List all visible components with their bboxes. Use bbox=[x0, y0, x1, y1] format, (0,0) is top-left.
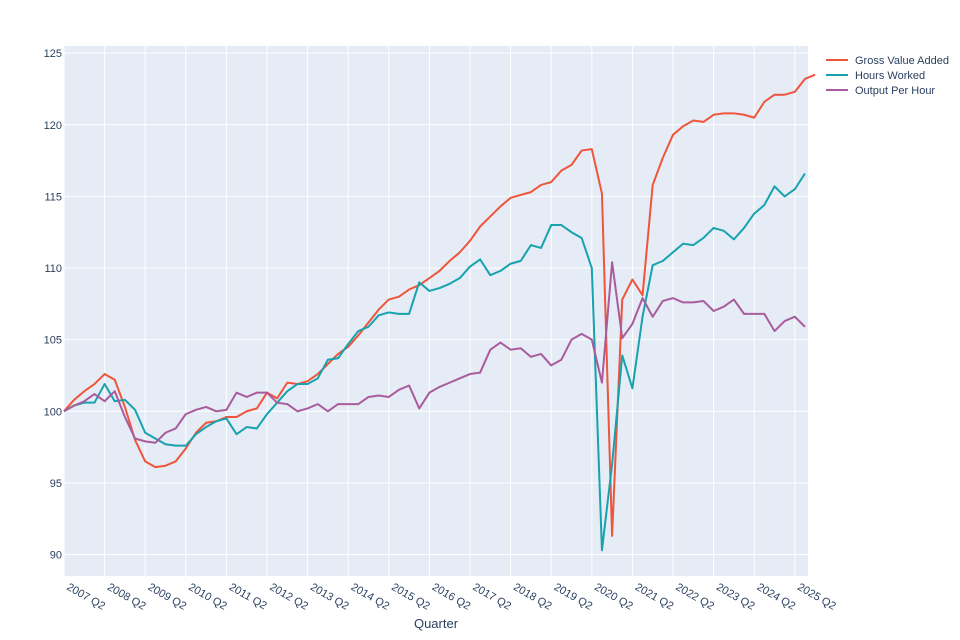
x-tick-label: 2008 Q2 bbox=[105, 581, 148, 612]
x-tick-label: 2011 Q2 bbox=[227, 581, 269, 612]
x-tick-label: 2010 Q2 bbox=[186, 581, 229, 612]
series-layer bbox=[63, 73, 816, 552]
y-axis: 90 95 100 105 110 115 120 125 bbox=[44, 48, 62, 561]
x-tick-label: 2025 Q2 bbox=[795, 581, 838, 612]
x-tick-label: 2020 Q2 bbox=[592, 581, 635, 612]
x-tick-label: 2024 Q2 bbox=[755, 581, 798, 612]
legend-label: Gross Value Added bbox=[855, 55, 949, 67]
x-tick-label: 2014 Q2 bbox=[349, 581, 392, 612]
legend: Gross Value Added Hours Worked Output Per … bbox=[826, 55, 949, 97]
x-tick-label: 2017 Q2 bbox=[471, 581, 514, 612]
x-tick-label: 2018 Q2 bbox=[511, 581, 554, 612]
x-tick-label: 2009 Q2 bbox=[146, 581, 189, 612]
legend-label: Hours Worked bbox=[855, 70, 925, 82]
x-tick-label: 2016 Q2 bbox=[430, 581, 473, 612]
x-tick-label: 2015 Q2 bbox=[389, 581, 432, 612]
x-tick-label: 2013 Q2 bbox=[308, 581, 351, 612]
x-tick-label: 2023 Q2 bbox=[714, 581, 757, 612]
y-tick-label: 125 bbox=[44, 48, 62, 60]
y-tick-label: 105 bbox=[44, 335, 62, 347]
y-tick-label: 120 bbox=[44, 120, 62, 132]
series-line bbox=[63, 172, 806, 552]
x-tick-label: 2012 Q2 bbox=[268, 581, 311, 612]
x-tick-label: 2022 Q2 bbox=[674, 581, 717, 612]
x-tick-label: 2007 Q2 bbox=[65, 581, 108, 612]
y-tick-label: 100 bbox=[44, 406, 62, 418]
series-line bbox=[63, 261, 806, 444]
y-tick-label: 110 bbox=[44, 263, 62, 275]
plot-background bbox=[64, 46, 808, 576]
legend-label: Output Per Hour bbox=[855, 85, 935, 97]
y-tick-label: 90 bbox=[50, 550, 62, 562]
x-axis-title: Quarter bbox=[414, 616, 459, 631]
x-tick-label: 2019 Q2 bbox=[552, 581, 595, 612]
y-tick-label: 115 bbox=[44, 191, 62, 203]
y-tick-label: 95 bbox=[50, 478, 62, 490]
x-tick-label: 2021 Q2 bbox=[633, 581, 676, 612]
